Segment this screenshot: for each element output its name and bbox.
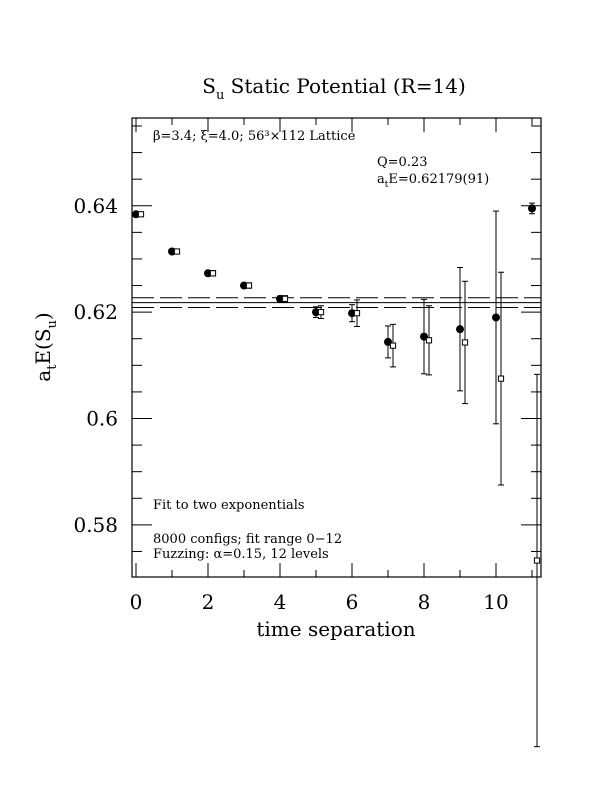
data-point-square	[497, 375, 505, 382]
data-point-circle	[528, 204, 536, 213]
data-point-square	[425, 337, 433, 344]
series-filled-circle	[132, 202, 536, 425]
data-point-square	[389, 342, 397, 349]
series-open-square	[137, 211, 541, 748]
y-tick-label: 0.58	[73, 513, 118, 537]
x-tick-label: 6	[346, 590, 359, 614]
y-tick-label: 0.6	[86, 407, 118, 431]
data-point-square	[245, 282, 253, 289]
data-marks	[132, 202, 541, 748]
energy-prefix: a	[377, 172, 385, 187]
y-axis-label: atE(Su)	[31, 312, 60, 381]
energy-rest: E=0.62179(91)	[388, 172, 489, 187]
y-tick-label: 0.64	[73, 194, 118, 218]
title-main: S	[202, 74, 216, 98]
data-point-square	[281, 295, 289, 302]
data-point-square	[137, 211, 145, 218]
fit-band	[132, 297, 541, 308]
data-point-square	[461, 339, 469, 346]
x-axis-label: time separation	[256, 617, 415, 641]
annotation-energy: atE=0.62179(91)	[377, 172, 489, 190]
annotation-lattice: β=3.4; ξ=4.0; 56³×112 Lattice	[153, 129, 356, 144]
y-label-end: )	[31, 312, 55, 320]
energy-subscript: t	[385, 180, 389, 190]
data-point-circle	[456, 325, 464, 334]
annotation-q-value: Q=0.23	[377, 155, 428, 170]
data-point-square	[209, 270, 217, 277]
x-tick-label: 2	[202, 590, 215, 614]
annotation-fit-desc: Fit to two exponentials	[153, 498, 305, 513]
title-subscript: u	[216, 88, 224, 103]
y-label-mid: E(S	[31, 328, 55, 364]
data-point-square	[173, 248, 181, 255]
x-tick-label: 10	[483, 590, 508, 614]
annotation-fuzzing: Fuzzing: α=0.15, 12 levels	[153, 547, 329, 562]
x-tick-label: 4	[274, 590, 287, 614]
data-point-square	[317, 309, 325, 316]
y-tick-label: 0.62	[73, 300, 118, 324]
chart-title: Su Static Potential (R=14)	[202, 74, 466, 103]
ticks	[132, 118, 541, 577]
data-point-square	[353, 310, 361, 317]
y-label-u: u	[45, 320, 60, 328]
data-point-square	[533, 557, 541, 564]
annotation-configs: 8000 configs; fit range 0−12	[153, 532, 342, 547]
tick-labels: 0 2 4 6 8 10 0.58 0.6 0.62 0.64	[73, 194, 508, 614]
data-point-circle	[492, 313, 500, 322]
y-label-t: t	[45, 364, 60, 370]
title-rest: Static Potential (R=14)	[224, 74, 465, 98]
y-label-a: a	[31, 370, 55, 382]
x-tick-label: 0	[130, 590, 143, 614]
plot-frame	[131, 117, 542, 578]
x-tick-label: 8	[418, 590, 431, 614]
